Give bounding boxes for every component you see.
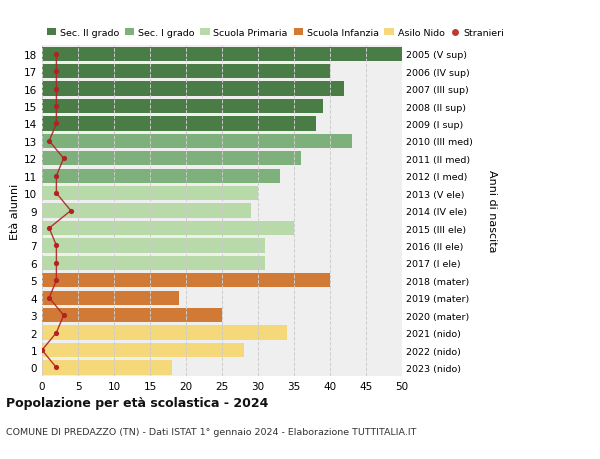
Bar — [42, 65, 330, 79]
Point — [66, 207, 76, 215]
Y-axis label: Anni di nascita: Anni di nascita — [487, 170, 497, 252]
Point — [52, 121, 61, 128]
Point — [44, 294, 54, 302]
Point — [52, 329, 61, 336]
Point — [52, 86, 61, 93]
Point — [52, 68, 61, 76]
Legend: Sec. II grado, Sec. I grado, Scuola Primaria, Scuola Infanzia, Asilo Nido, Stran: Sec. II grado, Sec. I grado, Scuola Prim… — [47, 29, 504, 38]
Point — [44, 225, 54, 232]
Point — [37, 347, 47, 354]
Bar — [42, 326, 287, 340]
Bar — [42, 82, 344, 96]
Point — [59, 155, 68, 162]
Point — [52, 364, 61, 371]
Bar — [42, 204, 251, 218]
Point — [52, 277, 61, 285]
Bar — [42, 361, 172, 375]
Text: Popolazione per età scolastica - 2024: Popolazione per età scolastica - 2024 — [6, 396, 268, 409]
Text: COMUNE DI PREDAZZO (TN) - Dati ISTAT 1° gennaio 2024 - Elaborazione TUTTITALIA.I: COMUNE DI PREDAZZO (TN) - Dati ISTAT 1° … — [6, 427, 416, 436]
Bar — [42, 221, 294, 235]
Point — [59, 312, 68, 319]
Point — [52, 190, 61, 197]
Bar — [42, 117, 316, 131]
Bar — [42, 274, 330, 288]
Bar — [42, 239, 265, 253]
Bar — [42, 291, 179, 305]
Bar — [42, 47, 402, 62]
Point — [44, 138, 54, 145]
Point — [52, 51, 61, 58]
Bar — [42, 187, 258, 201]
Bar — [42, 169, 280, 184]
Bar — [42, 343, 244, 358]
Y-axis label: Età alunni: Età alunni — [10, 183, 20, 239]
Bar — [42, 256, 265, 270]
Point — [52, 103, 61, 111]
Point — [52, 242, 61, 250]
Point — [52, 260, 61, 267]
Bar — [42, 308, 222, 323]
Bar — [42, 134, 352, 149]
Bar — [42, 100, 323, 114]
Bar — [42, 152, 301, 166]
Point — [52, 173, 61, 180]
